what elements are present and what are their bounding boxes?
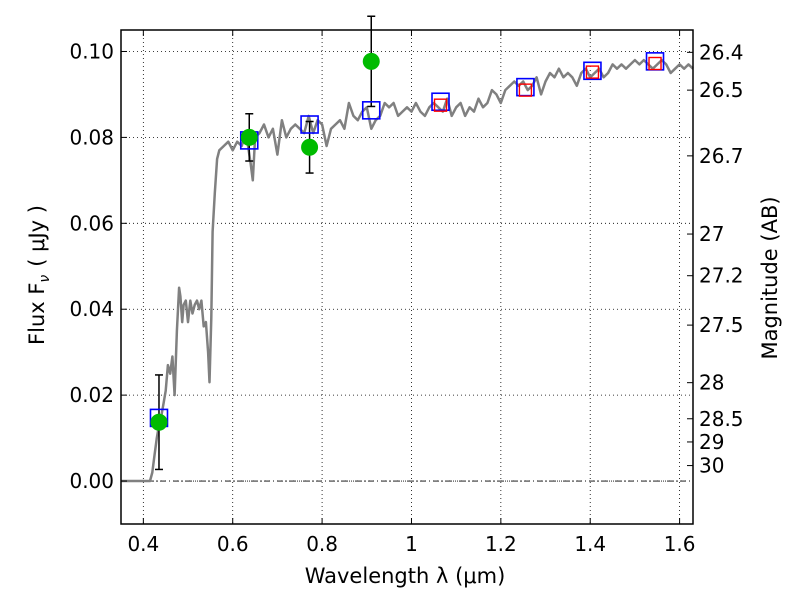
observed-point: [240, 128, 258, 146]
model-nir-point: [518, 83, 533, 97]
model-band-point: [300, 115, 319, 134]
observed-point: [301, 138, 319, 156]
x-tick-label: 1.4: [574, 532, 606, 556]
y2-tick-label: 28: [699, 371, 724, 395]
y2-tick-label: 27: [699, 222, 724, 246]
y2-tick-label: 26.4: [699, 40, 744, 64]
y-tick-label: 0.06: [69, 211, 114, 235]
plot-area: [121, 15, 694, 483]
model-band-point: [361, 101, 381, 120]
x-tick-label: 1.2: [485, 532, 517, 556]
observed-point: [150, 413, 168, 431]
x-tick-label: 1: [405, 532, 418, 556]
x-tick-label: 0.6: [217, 532, 249, 556]
model-nir-point: [585, 65, 600, 79]
y-axis-label-group: Flux Fν ( μJy ): [25, 205, 53, 345]
y-tick-label: 0.04: [69, 297, 114, 321]
y2-tick-label: 26.5: [699, 78, 744, 102]
spectrum-line: [121, 58, 694, 483]
model-band-point: [583, 61, 602, 81]
model-band-point: [431, 92, 450, 112]
x-axis-label: Wavelength λ (μm): [305, 564, 506, 588]
model-nir-point: [433, 98, 448, 112]
y2-tick-label: 28.5: [699, 407, 744, 431]
x-tick-label: 0.4: [127, 532, 159, 556]
y2-tick-label: 26.7: [699, 144, 744, 168]
y2-axis-label: Magnitude (AB): [758, 196, 782, 359]
y2-tick-label: 27.2: [699, 264, 744, 288]
grid: [121, 30, 693, 524]
y-tick-label: 0.00: [69, 469, 114, 493]
y2-tick-label: 30: [699, 454, 724, 478]
axis-ticks: 0.4 0.6 0.8 1 1.2 1.4 1.6 0.00 0.02 0.04 0.06 0.08 0…: [69, 30, 744, 556]
y2-tick-label: 27.5: [699, 313, 744, 337]
y-tick-label: 0.02: [69, 383, 114, 407]
y-tick-label: 0.08: [69, 125, 114, 149]
y-axis-label: Flux Fν ( μJy ): [25, 205, 53, 345]
y-axis-label-subscript: ν: [37, 275, 53, 283]
y-tick-label: 0.10: [69, 39, 114, 63]
y-axis-label-unit: ( μJy ): [25, 205, 49, 267]
y-axis-label-main: Flux F: [25, 283, 49, 345]
plot-frame: [120, 29, 694, 525]
observed-point: [362, 52, 380, 70]
x-tick-label: 0.8: [306, 532, 338, 556]
model-nir-point: [648, 56, 662, 71]
x-tick-label: 1.6: [664, 532, 696, 556]
y2-tick-label: 29: [699, 430, 724, 454]
